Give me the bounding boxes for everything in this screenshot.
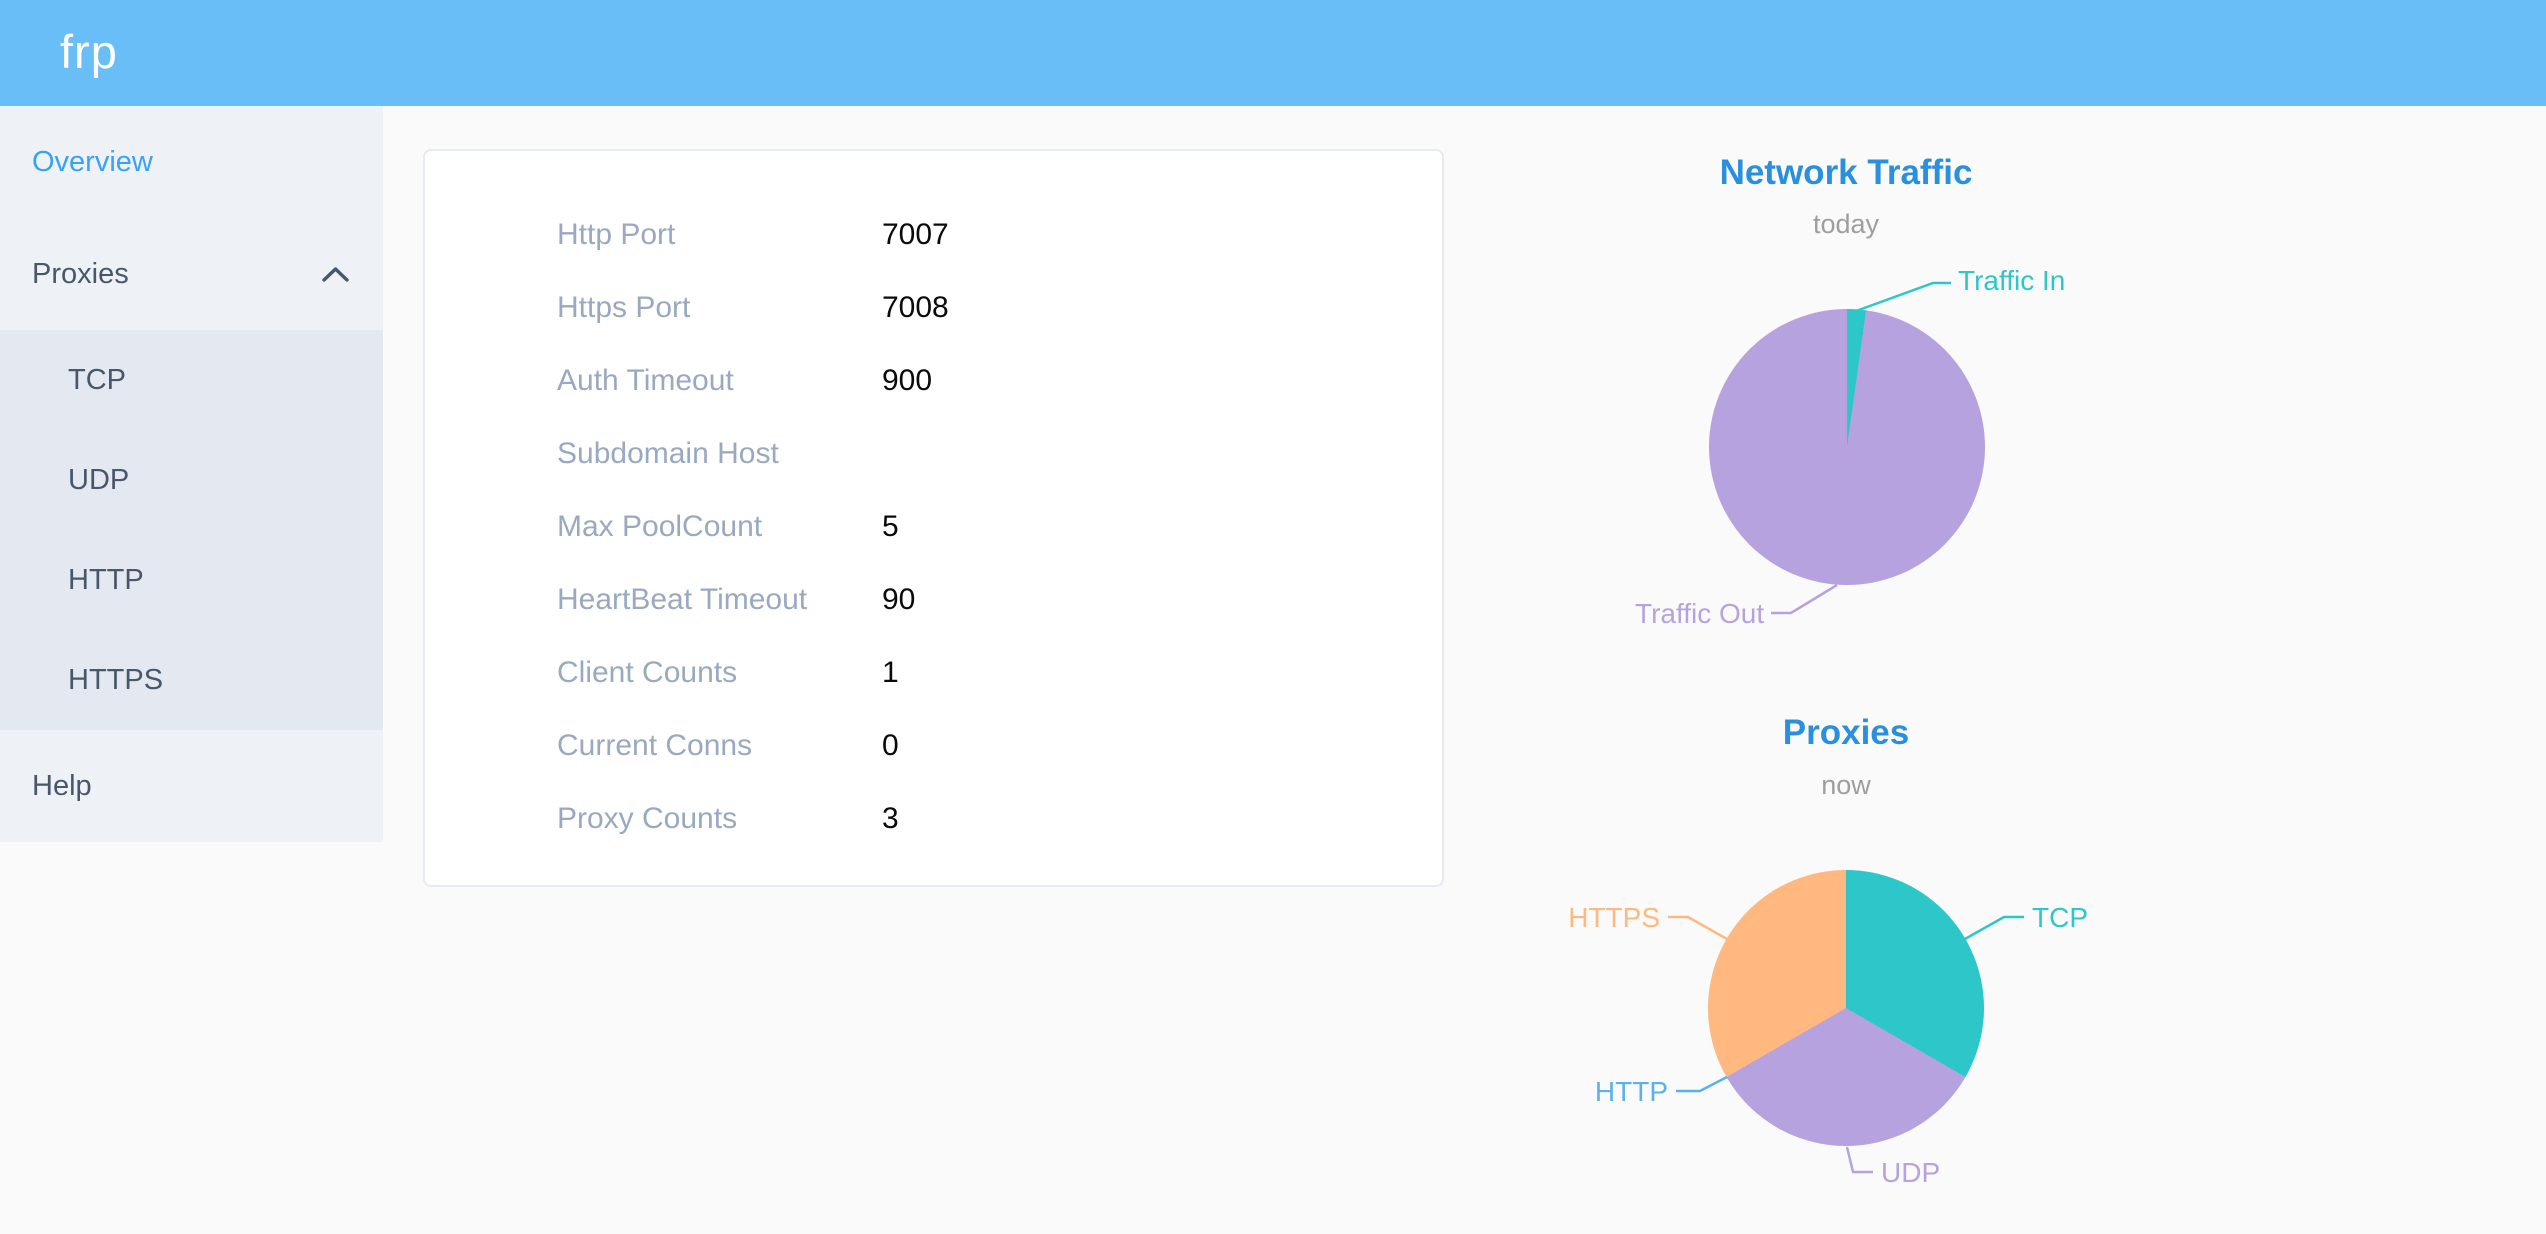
leader-line-http [1676, 1075, 1728, 1093]
info-value: 5 [882, 509, 899, 543]
leader-line-https [1668, 915, 1728, 941]
proxies-submenu: TCP UDP HTTP HTTPS [0, 330, 383, 730]
sidebar-item-proxies[interactable]: Proxies [0, 218, 383, 330]
info-value: 7007 [882, 217, 949, 251]
info-row-https-port: Https Port 7008 [425, 271, 1442, 344]
info-label: Max PoolCount [557, 509, 763, 543]
info-value: 90 [882, 582, 916, 616]
server-info-card: Http Port 7007 Https Port 7008 Auth Time… [423, 149, 1444, 887]
info-value: 3 [882, 801, 899, 835]
sidebar: Overview Proxies TCP UDP HTTP HTTPS Help [0, 106, 383, 842]
info-label: Current Conns [557, 728, 753, 762]
info-row-subdomain-host: Subdomain Host [425, 417, 1442, 490]
info-label: Subdomain Host [557, 436, 779, 470]
sidebar-item-udp[interactable]: UDP [68, 464, 130, 496]
info-label: Client Counts [557, 655, 738, 689]
leader-line-tcp [1964, 915, 2024, 941]
proxies-pie-chart[interactable] [1708, 870, 1984, 1146]
info-row-client-counts: Client Counts 1 [425, 636, 1442, 709]
info-value: 0 [882, 728, 899, 762]
sidebar-item-label: Overview [32, 146, 153, 178]
network-traffic-pie-chart[interactable] [1709, 309, 1985, 585]
info-value: 7008 [882, 290, 949, 324]
pie-label-traffic-in: Traffic In [1958, 265, 2066, 296]
leader-line-traffic-out [1771, 583, 1838, 615]
info-row-proxy-counts: Proxy Counts 3 [425, 782, 1442, 855]
network-traffic-chart-title: Network Traffic [1719, 153, 1973, 192]
sidebar-item-overview[interactable]: Overview [0, 106, 383, 218]
info-row-max-poolcount: Max PoolCount 5 [425, 490, 1442, 563]
leader-line-traffic-in [1855, 281, 1951, 313]
info-label: Auth Timeout [557, 363, 734, 397]
network-traffic-chart-subtitle: today [1812, 209, 1880, 239]
info-row-http-port: Http Port 7007 [425, 198, 1442, 271]
sidebar-item-label: Help [32, 770, 92, 802]
pie-label-traffic-out: Traffic Out [1635, 598, 1765, 629]
info-row-current-conns: Current Conns 0 [425, 709, 1442, 782]
pie-label-tcp: TCP [2032, 902, 2088, 933]
sidebar-item-label: Proxies [32, 258, 129, 290]
sidebar-item-help[interactable]: Help [0, 730, 383, 842]
info-label: Https Port [557, 290, 691, 324]
pie-label-https: HTTPS [1568, 902, 1660, 933]
chevron-up-icon [322, 267, 349, 282]
app-header: frp [0, 0, 2546, 106]
app-logo: frp [60, 25, 118, 78]
info-value: 1 [882, 655, 899, 689]
leader-line-udp [1845, 1146, 1873, 1174]
info-row-heartbeat-timeout: HeartBeat Timeout 90 [425, 563, 1442, 636]
sidebar-item-https[interactable]: HTTPS [68, 664, 164, 696]
pie-label-udp: UDP [1881, 1157, 1941, 1188]
info-row-auth-timeout: Auth Timeout 900 [425, 344, 1442, 417]
info-label: Http Port [557, 217, 676, 251]
proxies-chart-subtitle: now [1821, 770, 1871, 800]
proxies-chart-title: Proxies [1782, 713, 1910, 752]
pie-label-http: HTTP [1594, 1076, 1668, 1107]
info-label: Proxy Counts [557, 801, 738, 835]
info-label: HeartBeat Timeout [557, 582, 808, 616]
sidebar-item-tcp[interactable]: TCP [68, 364, 126, 396]
info-value: 900 [882, 363, 933, 397]
sidebar-item-http[interactable]: HTTP [68, 564, 144, 596]
